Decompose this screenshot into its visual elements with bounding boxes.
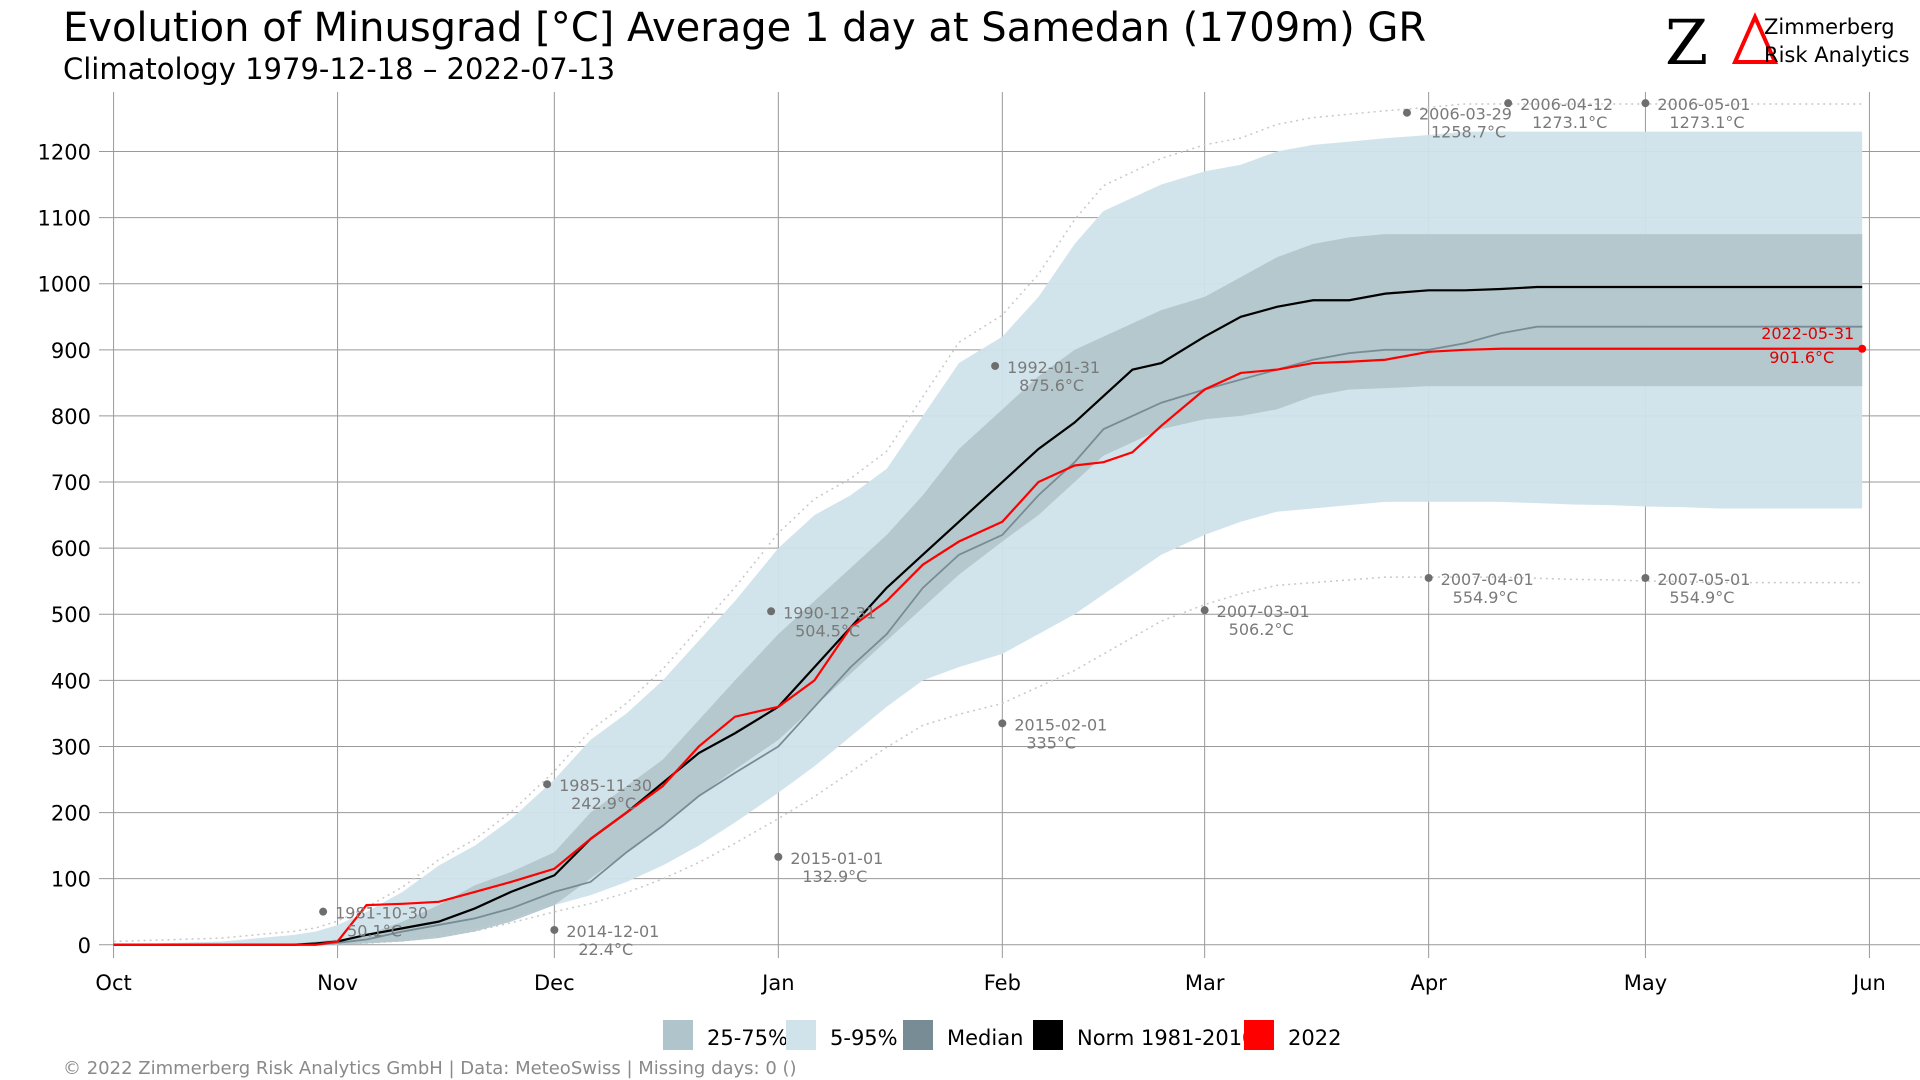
record-value-label: 554.9°C [1453,588,1518,607]
record-date-label: 1981-10-30 [335,904,428,923]
record-value-label: 335°C [1026,733,1076,752]
record-date-label: 2006-04-12 [1520,95,1613,114]
record-value-label: 132.9°C [802,867,867,886]
footer-credits: © 2022 Zimmerberg Risk Analytics GmbH | … [63,1058,797,1079]
record-date-label: 2006-03-29 [1419,105,1512,124]
record-point [1504,99,1513,108]
x-tick-label: Oct [95,971,131,995]
legend-swatch [1033,1020,1063,1050]
y-tick-label: 900 [51,339,91,363]
y-tick-label: 100 [51,868,91,892]
record-value-label: 1273.1°C [1532,113,1607,132]
record-date-label: 2007-05-01 [1657,570,1750,589]
record-value-label: 506.2°C [1229,620,1294,639]
y-tick-label: 800 [51,405,91,429]
record-point [1641,573,1650,582]
chart-title: Evolution of Minusgrad [°C] Average 1 da… [63,5,1426,51]
y-tick-label: 500 [51,603,91,627]
record-point [543,780,552,789]
record-date-label: 2006-05-01 [1657,95,1750,114]
legend: 25-75% 5-95% Median Norm 1981-2010 2022 [663,1020,1341,1050]
record-point [774,852,783,861]
record-point [767,607,776,616]
record-point [1402,108,1411,117]
y-tick-label: 400 [51,669,91,693]
record-point [319,907,328,916]
y-tick-label: 200 [51,802,91,826]
y-tick-label: 0 [78,934,91,958]
y-tick-label: 1100 [38,207,91,231]
logo-z-icon: Z [1665,6,1708,79]
record-value-label: 22.4°C [578,940,633,959]
record-value-label: 504.5°C [795,621,860,640]
x-tick-label: Jun [1851,971,1886,995]
legend-label: 5-95% [830,1026,898,1050]
y-tick-label: 700 [51,471,91,495]
logo-triangle-icon [1731,12,1779,64]
series-line-2022 [113,347,1863,946]
legend-label: Median [947,1026,1023,1050]
logo: Z Zimmerberg Risk Analytics [1665,6,1910,79]
record-date-label: 2007-03-01 [1217,602,1310,621]
current-date-label: 2022-05-31 [1761,324,1854,343]
record-value-label: 1258.7°C [1431,123,1506,142]
y-tick-label: 600 [51,537,91,561]
logo-line1: Zimmerberg [1764,15,1895,39]
band-25-75 [113,234,1863,945]
legend-label: 2022 [1288,1026,1341,1050]
legend-label: 25-75% [707,1026,788,1050]
y-tick-label: 1200 [38,140,91,164]
record-point [991,361,1000,370]
logo-line2: Risk Analytics [1764,43,1910,67]
x-tick-label: Feb [984,971,1021,995]
x-tick-label: Dec [534,971,575,995]
legend-swatch [903,1020,933,1050]
x-tick-label: Apr [1410,971,1447,995]
chart-subtitle: Climatology 1979-12-18 – 2022-07-13 [63,52,615,86]
record-date-label: 1990-12-31 [783,603,876,622]
record-value-label: 554.9°C [1669,588,1734,607]
legend-swatch [663,1020,693,1050]
record-value-label: 242.9°C [571,794,636,813]
legend-label: Norm 1981-2010 [1077,1026,1255,1050]
record-point [1424,573,1433,582]
record-point [1641,99,1650,108]
record-date-label: 2015-02-01 [1014,715,1107,734]
x-tick-label: May [1624,971,1667,995]
plot-area: 0 100 200 300 400 500 600 700 800 900 1000 1100 1200… [38,92,1920,995]
legend-swatch [1244,1020,1274,1050]
y-tick-label: 300 [51,735,91,759]
record-point [1200,606,1209,615]
x-tick-label: Nov [317,971,358,995]
legend-swatch [786,1020,816,1050]
series-line-median [113,325,1863,946]
record-point [550,925,559,934]
record-date-label: 2014-12-01 [566,922,659,941]
x-tick-label: Mar [1185,971,1225,995]
record-value-label: 875.6°C [1019,376,1084,395]
record-date-label: 2015-01-01 [790,849,883,868]
current-point [1858,344,1867,353]
extreme-high-trace [113,103,1863,943]
x-tick-label: Jan [760,971,794,995]
record-value-label: 1273.1°C [1669,113,1744,132]
record-point [998,719,1007,728]
record-date-label: 2007-04-01 [1441,570,1534,589]
record-date-label: 1992-01-31 [1007,358,1100,377]
y-tick-label: 1000 [38,273,91,297]
current-value-label: 901.6°C [1769,348,1834,367]
record-value-label: 50.1°C [347,922,402,941]
series-line-norm-1981-2010 [113,285,1863,946]
record-date-label: 1985-11-30 [559,776,652,795]
